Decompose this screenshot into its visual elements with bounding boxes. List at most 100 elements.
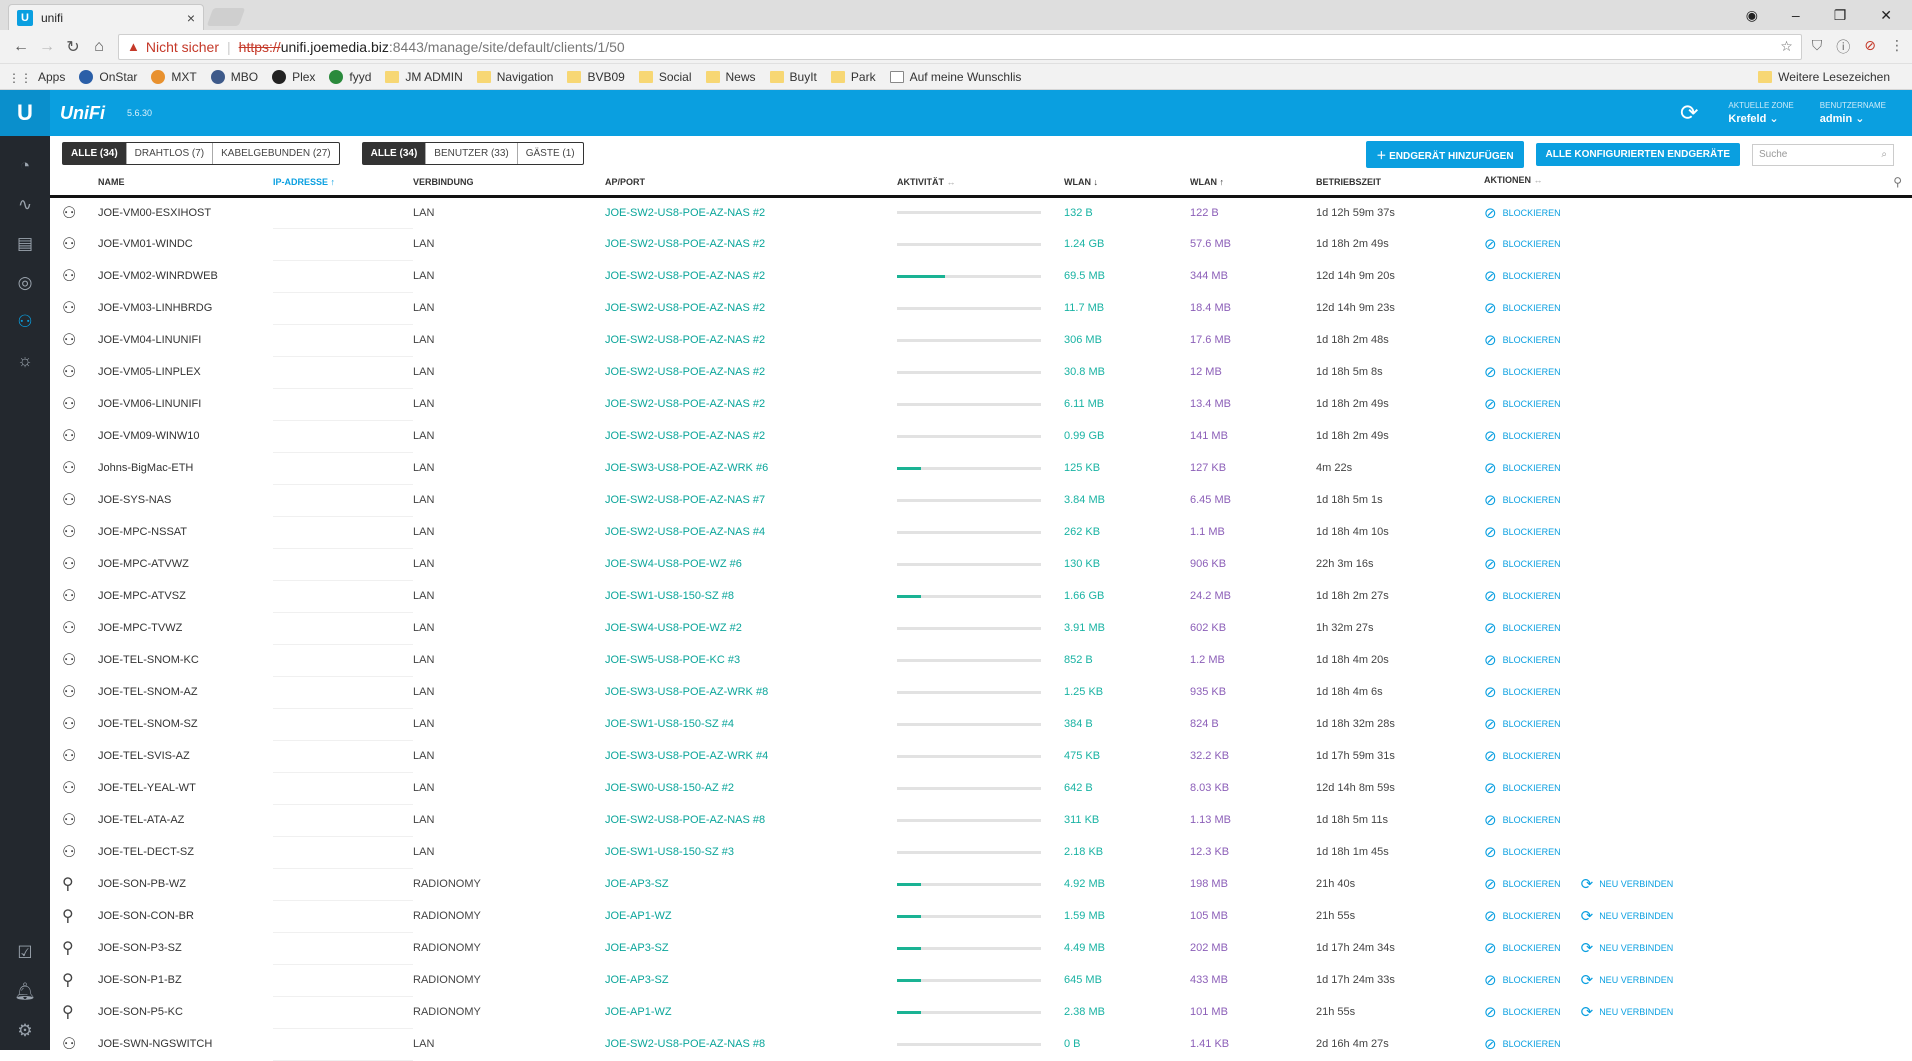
client-name[interactable]: JOE-SYS-NAS (98, 494, 172, 506)
table-row[interactable]: ⚇ JOE-SWN-NGSWITCH LAN JOE-SW2-US8-POE-AZ-N… (50, 1028, 1912, 1061)
table-row[interactable]: ⚇ JOE-SYS-NAS LAN JOE-SW2-US8-POE-AZ-NAS #7… (50, 484, 1912, 517)
block-button[interactable]: ⊘ BLOCKIEREN (1484, 779, 1561, 797)
bookmark-item[interactable]: JM ADMIN (385, 70, 463, 84)
table-row[interactable]: ⚲ JOE-SON-PB-WZ RADIONOMY JOE-AP3-SZ 4.92 MB… (50, 868, 1912, 901)
bookmark-item[interactable]: Park (830, 70, 876, 84)
block-button[interactable]: ⊘ BLOCKIEREN (1484, 299, 1561, 317)
all-configured-button[interactable]: ALLE KONFIGURIERTEN ENDGERÄTE (1535, 143, 1740, 166)
block-button[interactable]: ⊘ BLOCKIEREN (1484, 651, 1561, 669)
table-row[interactable]: ⚲ JOE-SON-CON-BR RADIONOMY JOE-AP1-WZ 1.59 M… (50, 900, 1912, 933)
client-name[interactable]: JOE-VM09-WINW10 (98, 430, 200, 442)
bookmark-item[interactable]: Auf meine Wunschlis (889, 70, 1021, 84)
client-ap-port[interactable]: JOE-AP1-WZ (605, 910, 672, 922)
col-wlan-up[interactable]: WLAN ↑ (1190, 170, 1316, 198)
client-ap-port[interactable]: JOE-SW5-US8-POE-KC #3 (605, 654, 741, 666)
reconnect-button[interactable]: ⟳ NEU VERBINDEN (1581, 907, 1674, 925)
col-name[interactable]: NAME (98, 170, 273, 198)
client-name[interactable]: JOE-VM01-WINDC (98, 238, 193, 250)
client-ap-port[interactable]: JOE-SW2-US8-POE-AZ-NAS #4 (605, 526, 766, 538)
table-row[interactable]: ⚇ JOE-TEL-SNOM-KC LAN JOE-SW5-US8-POE-KC #3… (50, 644, 1912, 677)
table-row[interactable]: ⚲ JOE-SON-P5-KC RADIONOMY JOE-AP1-WZ 2.38 MB… (50, 996, 1912, 1029)
client-name[interactable]: JOE-SWN-NGSWITCH (98, 1038, 213, 1050)
reconnect-button[interactable]: ⟳ NEU VERBINDEN (1581, 939, 1674, 957)
menu-icon[interactable]: ⋮ (1890, 36, 1904, 53)
add-device-button[interactable]: ＋ ENDGERÄT HINZUFÜGEN (1366, 141, 1524, 168)
table-row[interactable]: ⚇ JOE-MPC-ATVSZ LAN JOE-SW1-US8-150-SZ #8 1.… (50, 580, 1912, 613)
table-row[interactable]: ⚇ JOE-VM05-LINPLEX LAN JOE-SW2-US8-POE-AZ-N… (50, 356, 1912, 389)
client-ap-port[interactable]: JOE-SW4-US8-POE-WZ #6 (605, 558, 742, 570)
table-row[interactable]: ⚇ JOE-TEL-DECT-SZ LAN JOE-SW1-US8-150-SZ #3… (50, 836, 1912, 869)
col-ip[interactable]: IP-ADRESSE ↑ (273, 170, 413, 198)
profile-icon[interactable]: ◉ (1745, 6, 1758, 23)
block-button[interactable]: ⊘ BLOCKIEREN (1484, 1003, 1561, 1021)
table-row[interactable]: ⚇ JOE-MPC-TVWZ LAN JOE-SW4-US8-POE-WZ #2 3.9… (50, 612, 1912, 645)
restore-icon[interactable]: ❐ (1833, 6, 1847, 23)
block-button[interactable]: ⊘ BLOCKIEREN (1484, 427, 1561, 445)
col-uptime[interactable]: BETRIEBSZEIT (1316, 170, 1484, 198)
client-name[interactable]: JOE-SON-P5-KC (98, 1006, 183, 1018)
block-button[interactable]: ⊘ BLOCKIEREN (1484, 939, 1561, 957)
bookmark-item[interactable]: BuyIt (769, 70, 817, 84)
client-ap-port[interactable]: JOE-AP1-WZ (605, 1006, 672, 1018)
browser-tab[interactable]: U unifi × (8, 4, 204, 30)
bookmark-item[interactable]: Social (638, 70, 692, 84)
block-button[interactable]: ⊘ BLOCKIEREN (1484, 971, 1561, 989)
client-ap-port[interactable]: JOE-SW2-US8-POE-AZ-NAS #2 (605, 398, 766, 410)
table-row[interactable]: ⚇ JOE-VM04-LINUNIFI LAN JOE-SW2-US8-POE-AZ-… (50, 324, 1912, 357)
block-button[interactable]: ⊘ BLOCKIEREN (1484, 459, 1561, 477)
block-button[interactable]: ⊘ BLOCKIEREN (1484, 523, 1561, 541)
filter-all-connections[interactable]: ALLE (34) (63, 142, 127, 164)
ubiquiti-logo-icon[interactable]: U (0, 90, 50, 136)
client-name[interactable]: JOE-VM02-WINRDWEB (98, 270, 218, 282)
client-name[interactable]: JOE-TEL-SNOM-SZ (98, 718, 198, 730)
client-name[interactable]: JOE-MPC-TVWZ (98, 622, 183, 634)
bookmark-item[interactable]: Navigation (476, 70, 553, 84)
column-settings-icon[interactable]: ⚲ (1893, 175, 1902, 190)
client-ap-port[interactable]: JOE-SW2-US8-POE-AZ-NAS #2 (605, 238, 766, 250)
back-icon[interactable]: ← (13, 37, 29, 55)
table-row[interactable]: ⚲ JOE-SON-P1-BZ RADIONOMY JOE-AP3-SZ 645 MB 4… (50, 964, 1912, 997)
block-button[interactable]: ⊘ BLOCKIEREN (1484, 395, 1561, 413)
client-ap-port[interactable]: JOE-SW1-US8-150-SZ #4 (605, 718, 734, 730)
info-extension-icon[interactable]: ⓘ (1836, 38, 1851, 55)
bookmark-star-icon[interactable]: ☆ (1780, 38, 1793, 54)
client-ap-port[interactable]: JOE-SW2-US8-POE-AZ-NAS #2 (605, 206, 766, 219)
reconnect-button[interactable]: ⟳ NEU VERBINDEN (1581, 1003, 1674, 1021)
table-row[interactable]: ⚇ JOE-VM01-WINDC LAN JOE-SW2-US8-POE-AZ-NAS… (50, 228, 1912, 261)
client-ap-port[interactable]: JOE-SW1-US8-150-SZ #8 (605, 590, 734, 602)
client-name[interactable]: JOE-TEL-SNOM-KC (98, 654, 199, 666)
block-button[interactable]: ⊘ BLOCKIEREN (1484, 811, 1561, 829)
block-button[interactable]: ⊘ BLOCKIEREN (1484, 619, 1561, 637)
home-icon[interactable]: ⌂ (94, 37, 104, 55)
client-ap-port[interactable]: JOE-SW3-US8-POE-AZ-WRK #4 (605, 750, 769, 762)
client-ap-port[interactable]: JOE-SW2-US8-POE-AZ-NAS #2 (605, 366, 766, 378)
client-ap-port[interactable]: JOE-SW3-US8-POE-AZ-WRK #8 (605, 686, 769, 698)
table-row[interactable]: ⚇ JOE-MPC-NSSAT LAN JOE-SW2-US8-POE-AZ-NAS … (50, 516, 1912, 549)
client-name[interactable]: JOE-TEL-SVIS-AZ (98, 750, 190, 762)
block-button[interactable]: ⊘ BLOCKIEREN (1484, 555, 1561, 573)
client-ap-port[interactable]: JOE-AP3-SZ (605, 942, 669, 954)
shield-extension-icon[interactable]: ⛉ (1811, 36, 1823, 53)
block-button[interactable]: ⊘ BLOCKIEREN (1484, 1035, 1561, 1053)
client-ap-port[interactable]: JOE-SW1-US8-150-SZ #3 (605, 846, 734, 858)
block-button[interactable]: ⊘ BLOCKIEREN (1484, 267, 1561, 285)
block-button[interactable]: ⊘ BLOCKIEREN (1484, 683, 1561, 701)
client-name[interactable]: JOE-SON-CON-BR (98, 910, 194, 922)
bookmark-item[interactable]: fyyd (329, 69, 371, 84)
client-ap-port[interactable]: JOE-SW2-US8-POE-AZ-NAS #2 (605, 302, 766, 314)
block-button[interactable]: ⊘ BLOCKIEREN (1484, 843, 1561, 861)
statistics-icon[interactable]: ∿ (17, 194, 33, 214)
client-name[interactable]: Johns-BigMac-ETH (98, 462, 194, 474)
zone-selector[interactable]: AKTUELLE ZONE Krefeld ⌄ (1728, 101, 1793, 125)
filter-all-users[interactable]: ALLE (34) (362, 142, 427, 164)
table-row[interactable]: ⚇ JOE-VM02-WINRDWEB LAN JOE-SW2-US8-POE-AZ-… (50, 260, 1912, 293)
block-extension-icon[interactable]: ⊘ (1864, 36, 1876, 53)
bookmark-item[interactable]: MBO (210, 69, 258, 84)
reconnect-button[interactable]: ⟳ NEU VERBINDEN (1581, 971, 1674, 989)
search-input[interactable]: Suche ⌕ (1752, 143, 1894, 166)
block-button[interactable]: ⊘ BLOCKIEREN (1484, 875, 1561, 893)
client-name[interactable]: JOE-SON-P3-SZ (98, 942, 182, 954)
client-name[interactable]: JOE-SON-P1-BZ (98, 974, 182, 986)
table-row[interactable]: ⚇ JOE-TEL-SNOM-SZ LAN JOE-SW1-US8-150-SZ #4… (50, 708, 1912, 741)
block-button[interactable]: ⊘ BLOCKIEREN (1484, 491, 1561, 509)
